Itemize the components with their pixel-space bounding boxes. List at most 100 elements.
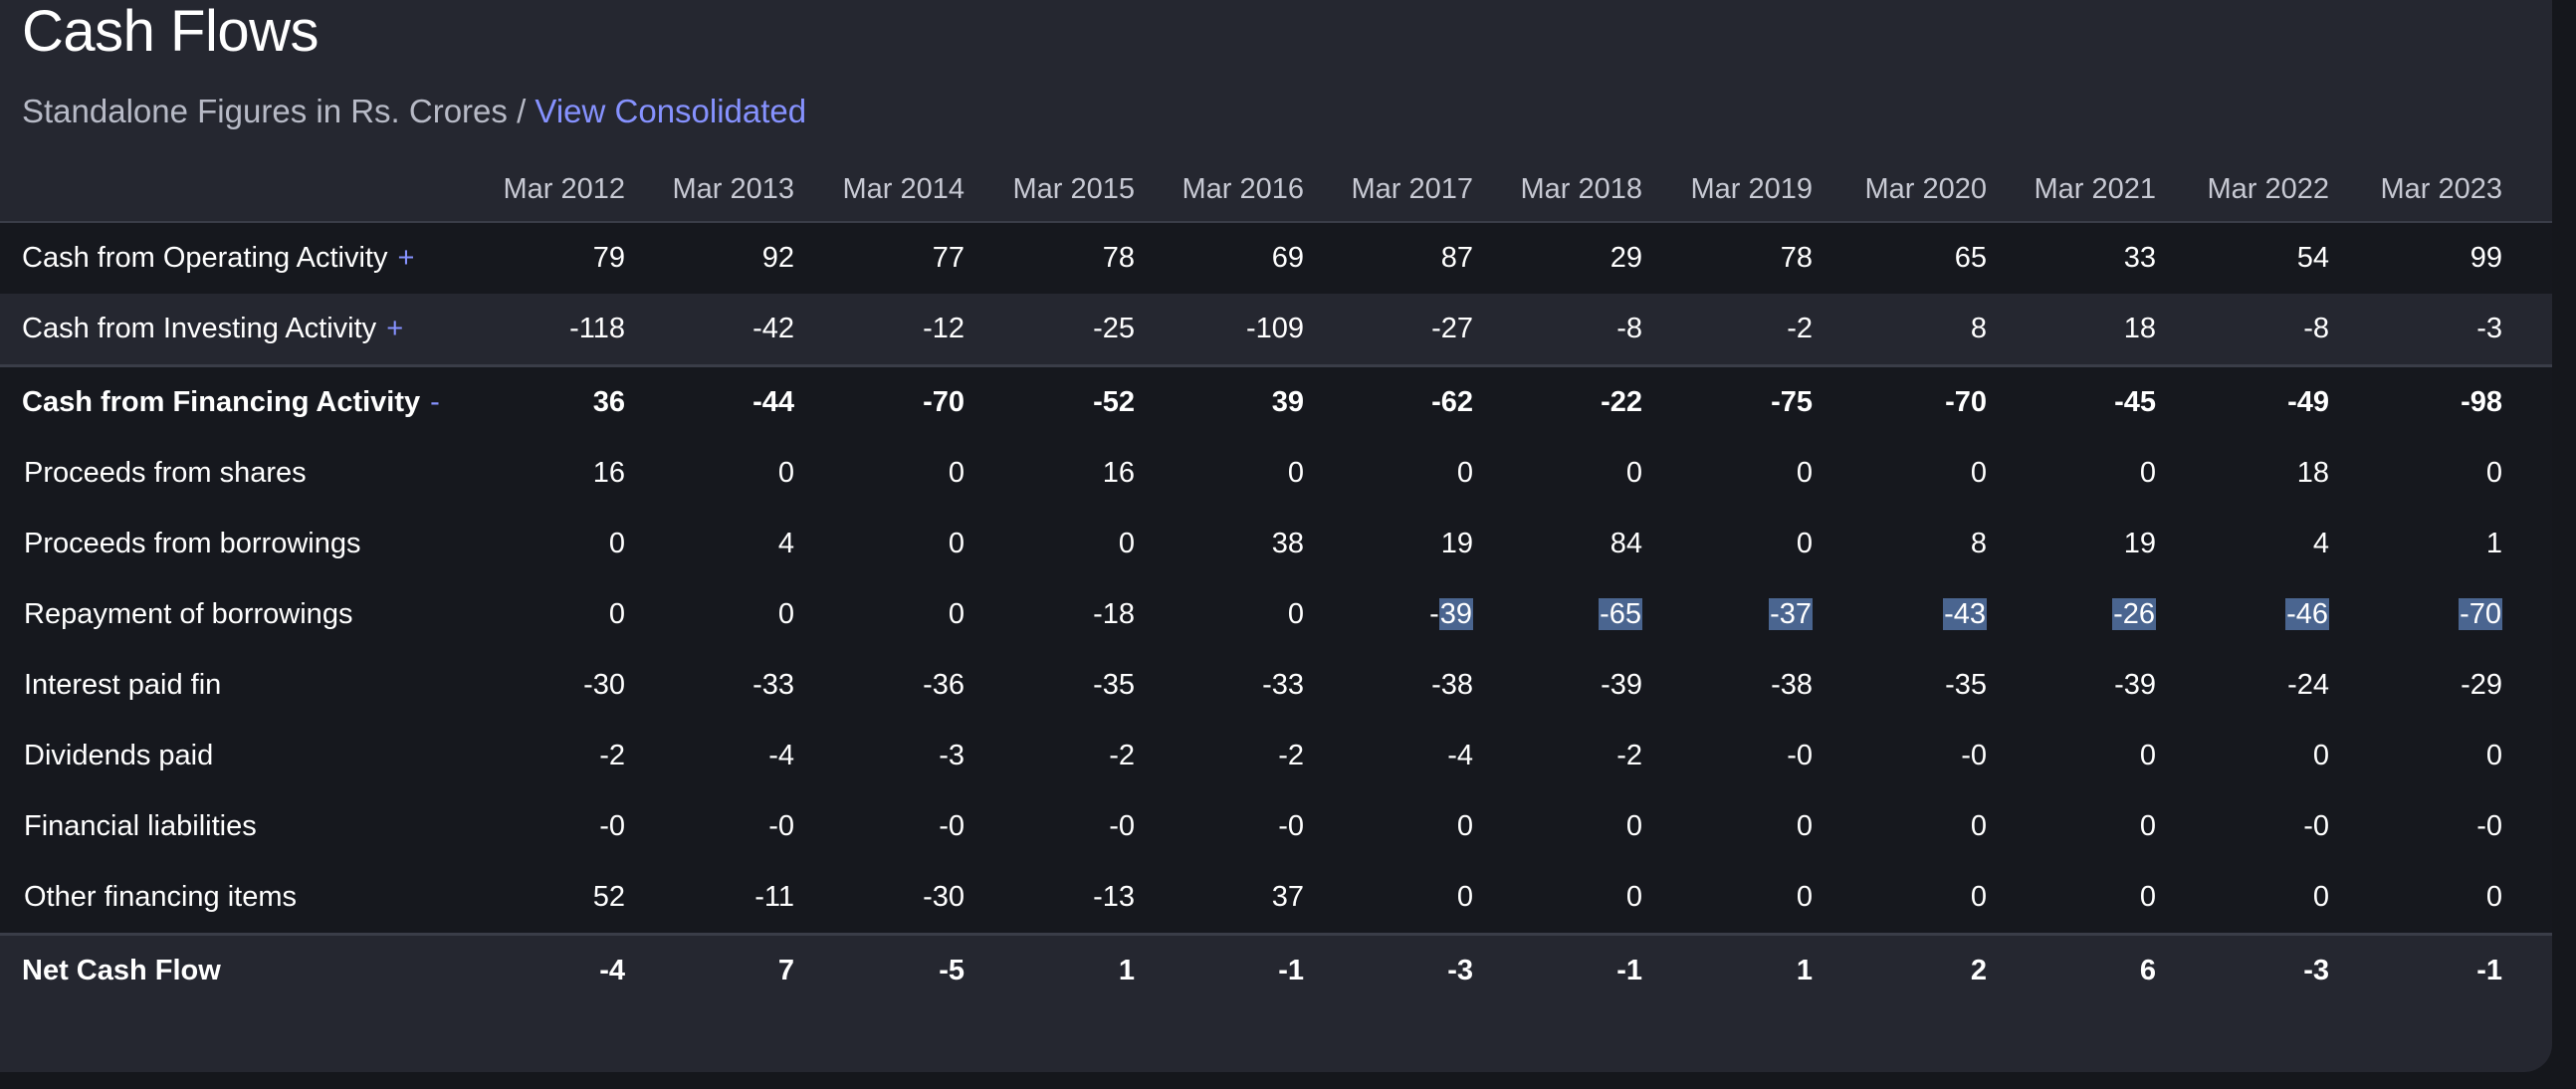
- table-cell: -38: [1642, 650, 1813, 721]
- table-cell: 0: [2329, 438, 2502, 509]
- table-cell: 0: [1813, 862, 1987, 935]
- table-cell: 0: [2329, 862, 2502, 935]
- selection-highlight: -26: [2112, 598, 2156, 630]
- table-cell: -0: [1135, 791, 1304, 862]
- table-cell: 78: [965, 222, 1135, 294]
- row-label: Cash from Financing Activity -: [0, 364, 458, 438]
- table-cell: -8: [2156, 294, 2329, 366]
- table-cell: 0: [458, 509, 625, 579]
- trailing-cell: [2502, 721, 2552, 791]
- expand-toggle[interactable]: +: [397, 242, 415, 274]
- cash-flow-table: Mar 2012 Mar 2013 Mar 2014 Mar 2015 Mar …: [0, 157, 2552, 1006]
- header-trailing-spacer: [2502, 157, 2552, 223]
- table-cell: 84: [1473, 509, 1642, 579]
- row-label: Other financing items: [0, 862, 458, 935]
- trailing-cell: [2502, 438, 2552, 509]
- row-dividends-paid: Dividends paid -2 -4 -3 -2 -2 -4 -2 -0 -…: [0, 721, 2552, 791]
- table-cell: -2: [1642, 294, 1813, 366]
- page-title: Cash Flows: [22, 0, 319, 64]
- row-net-cash-flow: Net Cash Flow -4 7 -5 1 -1 -3 -1 1 2 6 -…: [0, 933, 2552, 1006]
- table-cell: -44: [625, 364, 794, 438]
- table-cell: -3: [794, 721, 965, 791]
- column-header: Mar 2022: [2156, 157, 2329, 223]
- table-cell: -118: [458, 294, 625, 366]
- row-label-text: Cash from Investing Activity: [22, 313, 377, 344]
- table-cell: -42: [625, 294, 794, 366]
- table-cell: 77: [794, 222, 965, 294]
- table-cell: -0: [965, 791, 1135, 862]
- table-cell: -1: [2329, 933, 2502, 1006]
- table-cell: 6: [1987, 933, 2156, 1006]
- collapse-toggle[interactable]: -: [430, 386, 440, 418]
- table-cell: 0: [1473, 791, 1642, 862]
- table-cell: -70: [1813, 364, 1987, 438]
- selection-highlight: 39: [1438, 598, 1473, 630]
- row-label-text: Cash from Operating Activity: [22, 242, 388, 274]
- row-other-financing-items: Other financing items 52 -11 -30 -13 37 …: [0, 862, 2552, 935]
- row-financing-activity[interactable]: Cash from Financing Activity - 36 -44 -70…: [0, 364, 2552, 438]
- table-cell-selected: -65: [1473, 579, 1642, 650]
- table-cell: -0: [1642, 721, 1813, 791]
- column-header: Mar 2016: [1135, 157, 1304, 223]
- row-financial-liabilities: Financial liabilities -0 -0 -0 -0 -0 0 0…: [0, 791, 2552, 862]
- row-label: Proceeds from borrowings: [0, 509, 458, 579]
- table-cell: -0: [1813, 721, 1987, 791]
- table-cell: 0: [1473, 862, 1642, 935]
- column-header: Mar 2019: [1642, 157, 1813, 223]
- table-cell: -5: [794, 933, 965, 1006]
- header-label-spacer: [0, 157, 458, 223]
- table-cell: -0: [458, 791, 625, 862]
- table-cell-selected: -39: [1304, 579, 1473, 650]
- trailing-cell: [2502, 364, 2552, 438]
- table-cell: 36: [458, 364, 625, 438]
- column-header: Mar 2023: [2329, 157, 2502, 223]
- table-cell: 39: [1135, 364, 1304, 438]
- table-cell: 7: [625, 933, 794, 1006]
- table-cell: -8: [1473, 294, 1642, 366]
- table-cell: 0: [625, 579, 794, 650]
- view-consolidated-link[interactable]: View Consolidated: [535, 93, 807, 129]
- table-cell: -0: [2329, 791, 2502, 862]
- table-cell: 0: [2156, 721, 2329, 791]
- table-cell: 0: [1473, 438, 1642, 509]
- table-cell: -1: [1135, 933, 1304, 1006]
- table-cell: -70: [794, 364, 965, 438]
- table-cell: -2: [1135, 721, 1304, 791]
- table-cell: 1: [1642, 933, 1813, 1006]
- table-cell: 0: [794, 438, 965, 509]
- row-label: Interest paid fin: [0, 650, 458, 721]
- selection-highlight: -46: [2285, 598, 2329, 630]
- column-header: Mar 2020: [1813, 157, 1987, 223]
- table-cell: -2: [458, 721, 625, 791]
- table-cell: 0: [1642, 438, 1813, 509]
- table-cell: 4: [625, 509, 794, 579]
- table-cell: -3: [2329, 294, 2502, 366]
- table-cell: -30: [458, 650, 625, 721]
- column-header: Mar 2015: [965, 157, 1135, 223]
- table-cell-selected: -43: [1813, 579, 1987, 650]
- table-cell: 38: [1135, 509, 1304, 579]
- table-cell: -29: [2329, 650, 2502, 721]
- row-investing-activity[interactable]: Cash from Investing Activity + -118 -42 -…: [0, 294, 2552, 366]
- table-cell: -39: [1987, 650, 2156, 721]
- row-operating-activity[interactable]: Cash from Operating Activity + 79 92 77 7…: [0, 222, 2552, 294]
- table-cell: 79: [458, 222, 625, 294]
- trailing-cell: [2502, 650, 2552, 721]
- table-cell: -36: [794, 650, 965, 721]
- selection-highlight: -70: [2459, 598, 2502, 630]
- table-cell: 0: [1135, 438, 1304, 509]
- column-header: Mar 2018: [1473, 157, 1642, 223]
- column-header: Mar 2012: [458, 157, 625, 223]
- table-cell: -52: [965, 364, 1135, 438]
- table-cell: -11: [625, 862, 794, 935]
- table-cell: -18: [965, 579, 1135, 650]
- row-label: Dividends paid: [0, 721, 458, 791]
- table-cell: 0: [458, 579, 625, 650]
- table-cell: 99: [2329, 222, 2502, 294]
- selection-highlight: -37: [1769, 598, 1813, 630]
- table-cell: 19: [1304, 509, 1473, 579]
- expand-toggle[interactable]: +: [386, 313, 404, 344]
- table-cell-selected: -46: [2156, 579, 2329, 650]
- table-cell: -33: [1135, 650, 1304, 721]
- table-cell-selected: -70: [2329, 579, 2502, 650]
